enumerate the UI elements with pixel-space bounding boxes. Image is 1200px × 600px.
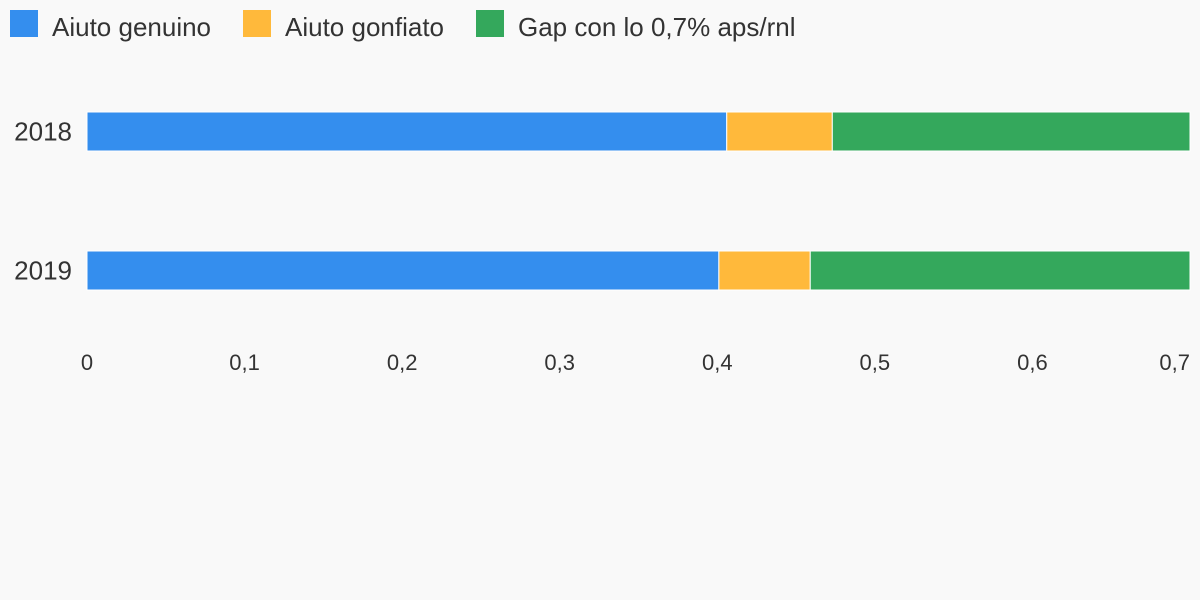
category-label-2019: 2019 bbox=[14, 256, 72, 286]
bar-2018-series-2 bbox=[726, 111, 833, 152]
category-label-2018: 2018 bbox=[14, 117, 72, 147]
legend-label-3: Gap con lo 0,7% aps/rnl bbox=[518, 12, 796, 42]
x-tick-label: 0,7 bbox=[1159, 350, 1190, 375]
bars-group bbox=[86, 111, 1191, 291]
legend-swatch-3 bbox=[476, 10, 504, 37]
chart-legend: Aiuto genuino Aiuto gonfiato Gap con lo 0,… bbox=[10, 10, 796, 42]
bar-2019-series-1 bbox=[86, 250, 720, 291]
legend-swatch-1 bbox=[10, 10, 38, 37]
bar-2018-series-1 bbox=[86, 111, 728, 152]
x-axis: 0 0,1 0,2 0,3 0,4 0,5 0,6 0,7 bbox=[81, 350, 1190, 375]
bar-2019-series-2 bbox=[718, 250, 811, 291]
x-tick-label: 0,5 bbox=[860, 350, 891, 375]
legend-swatch-2 bbox=[243, 10, 271, 37]
x-tick-label: 0 bbox=[81, 350, 93, 375]
category-axis: 2018 2019 bbox=[14, 117, 72, 286]
bar-2018-series-3 bbox=[831, 111, 1191, 152]
legend-label-2: Aiuto gonfiato bbox=[285, 12, 444, 42]
x-tick-label: 0,4 bbox=[702, 350, 733, 375]
x-tick-label: 0,2 bbox=[387, 350, 418, 375]
x-tick-label: 0,1 bbox=[229, 350, 260, 375]
bar-2019-series-3 bbox=[809, 250, 1191, 291]
x-tick-label: 0,6 bbox=[1017, 350, 1048, 375]
legend-label-1: Aiuto genuino bbox=[52, 12, 211, 42]
x-tick-label: 0,3 bbox=[544, 350, 575, 375]
